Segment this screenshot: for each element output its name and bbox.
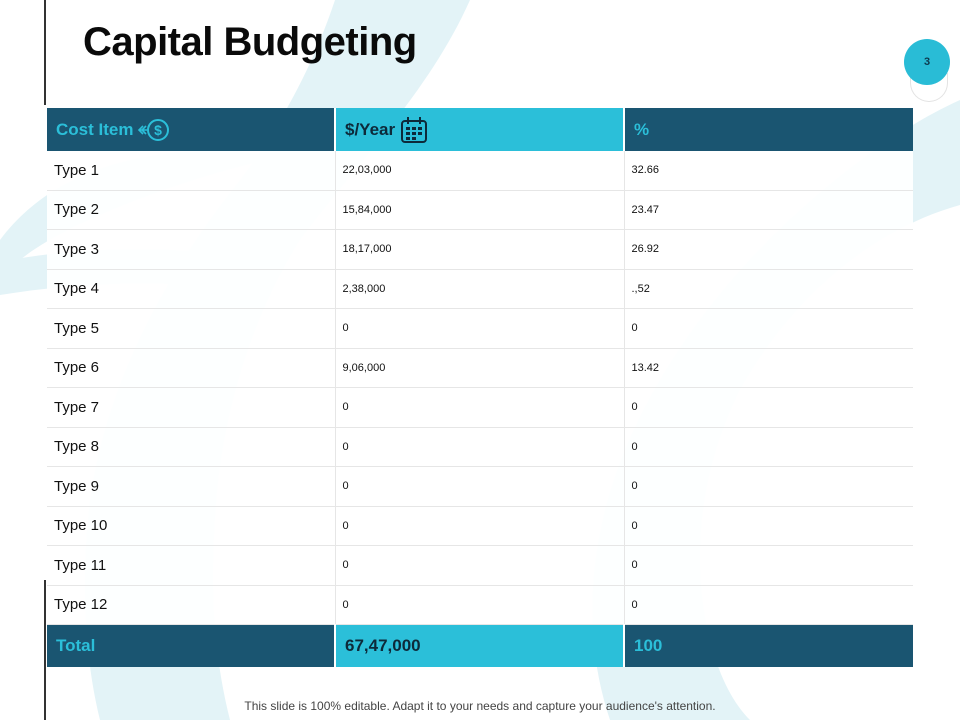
table-row: Type 12 0 0 (47, 585, 913, 625)
per-year-cell: 0 (335, 585, 625, 625)
percent-cell: 0 (624, 387, 913, 428)
percent-cell: 0 (624, 585, 913, 625)
cost-item-cell: Type 9 (47, 466, 336, 507)
table-row: Type 7 0 0 (47, 387, 913, 428)
cost-item-cell: Type 1 (47, 151, 336, 191)
cost-item-cell: Type 5 (47, 308, 336, 349)
cost-item-cell: Type 6 (47, 348, 336, 388)
capital-budget-table: Cost Item $ $/Year (47, 108, 913, 667)
cost-item-cell: Type 12 (47, 585, 336, 625)
cost-item-cell: Type 4 (47, 269, 336, 309)
percent-cell: 0 (624, 427, 913, 467)
table-row: Type 1 22,03,000 32.66 (47, 151, 913, 191)
per-year-cell: 0 (335, 545, 625, 586)
cost-item-cell: Type 2 (47, 190, 336, 230)
table-row: Type 2 15,84,000 23.47 (47, 190, 913, 230)
header-percent-label: % (634, 119, 650, 139)
percent-cell: 0 (624, 506, 913, 546)
table-row: Type 8 0 0 (47, 427, 913, 467)
per-year-cell: 2,38,000 (335, 269, 625, 309)
percent-cell: 13.42 (624, 348, 913, 388)
page-title: Capital Budgeting (83, 20, 417, 64)
footer-note: This slide is 100% editable. Adapt it to… (244, 699, 716, 713)
cost-item-cell: Type 3 (47, 229, 336, 270)
dollar-arrow-icon: $ (138, 118, 170, 141)
left-accent-line-bottom (44, 580, 46, 720)
table-row: Type 4 2,38,000 .,52 (47, 269, 913, 309)
per-year-cell: 0 (335, 387, 625, 428)
header-cost-item: Cost Item $ (47, 108, 336, 151)
total-per-year: 67,47,000 (335, 624, 625, 667)
total-label: Total (47, 624, 336, 667)
header-per-year: $/Year (335, 108, 625, 151)
page-number: 3 (923, 56, 931, 68)
header-percent: % (624, 108, 913, 151)
table-row: Type 3 18,17,000 26.92 (47, 229, 913, 270)
table-row: Type 6 9,06,000 13.42 (47, 348, 913, 388)
table-row: Type 10 0 0 (47, 506, 913, 546)
table-row: Type 9 0 0 (47, 466, 913, 507)
table-total-row: Total 67,47,000 100 (47, 624, 913, 667)
left-accent-line-top (44, 0, 46, 105)
per-year-cell: 15,84,000 (335, 190, 625, 230)
cost-item-cell: Type 11 (47, 545, 336, 586)
per-year-cell: 0 (335, 506, 625, 546)
page-number-badge: 3 (904, 39, 950, 85)
percent-cell: 0 (624, 308, 913, 349)
percent-cell: 0 (624, 466, 913, 507)
cost-item-cell: Type 8 (47, 427, 336, 467)
table-header-row: Cost Item $ $/Year (47, 108, 913, 151)
cost-item-cell: Type 7 (47, 387, 336, 428)
percent-cell: .,52 (624, 269, 913, 309)
per-year-cell: 9,06,000 (335, 348, 625, 388)
per-year-cell: 0 (335, 308, 625, 349)
header-cost-item-label: Cost Item (56, 119, 134, 139)
percent-cell: 26.92 (624, 229, 913, 270)
table-row: Type 11 0 0 (47, 545, 913, 586)
calendar-icon (401, 116, 428, 143)
table-row: Type 5 0 0 (47, 308, 913, 349)
per-year-cell: 0 (335, 427, 625, 467)
per-year-cell: 18,17,000 (335, 229, 625, 270)
total-percent: 100 (624, 624, 913, 667)
per-year-cell: 0 (335, 466, 625, 507)
percent-cell: 23.47 (624, 190, 913, 230)
per-year-cell: 22,03,000 (335, 151, 625, 191)
svg-text:$: $ (155, 122, 163, 138)
cost-item-cell: Type 10 (47, 506, 336, 546)
header-per-year-label: $/Year (345, 119, 396, 139)
percent-cell: 0 (624, 545, 913, 586)
percent-cell: 32.66 (624, 151, 913, 191)
